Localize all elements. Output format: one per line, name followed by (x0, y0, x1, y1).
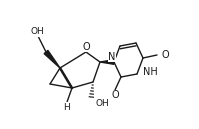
Polygon shape (100, 60, 114, 64)
Text: O: O (111, 90, 119, 100)
Text: O: O (162, 50, 170, 60)
Text: N: N (108, 52, 116, 62)
Text: NH: NH (143, 67, 158, 77)
Text: OH: OH (96, 99, 110, 108)
Polygon shape (44, 50, 60, 68)
Text: O: O (82, 42, 90, 52)
Text: OH: OH (30, 27, 44, 37)
Text: H: H (64, 103, 70, 111)
